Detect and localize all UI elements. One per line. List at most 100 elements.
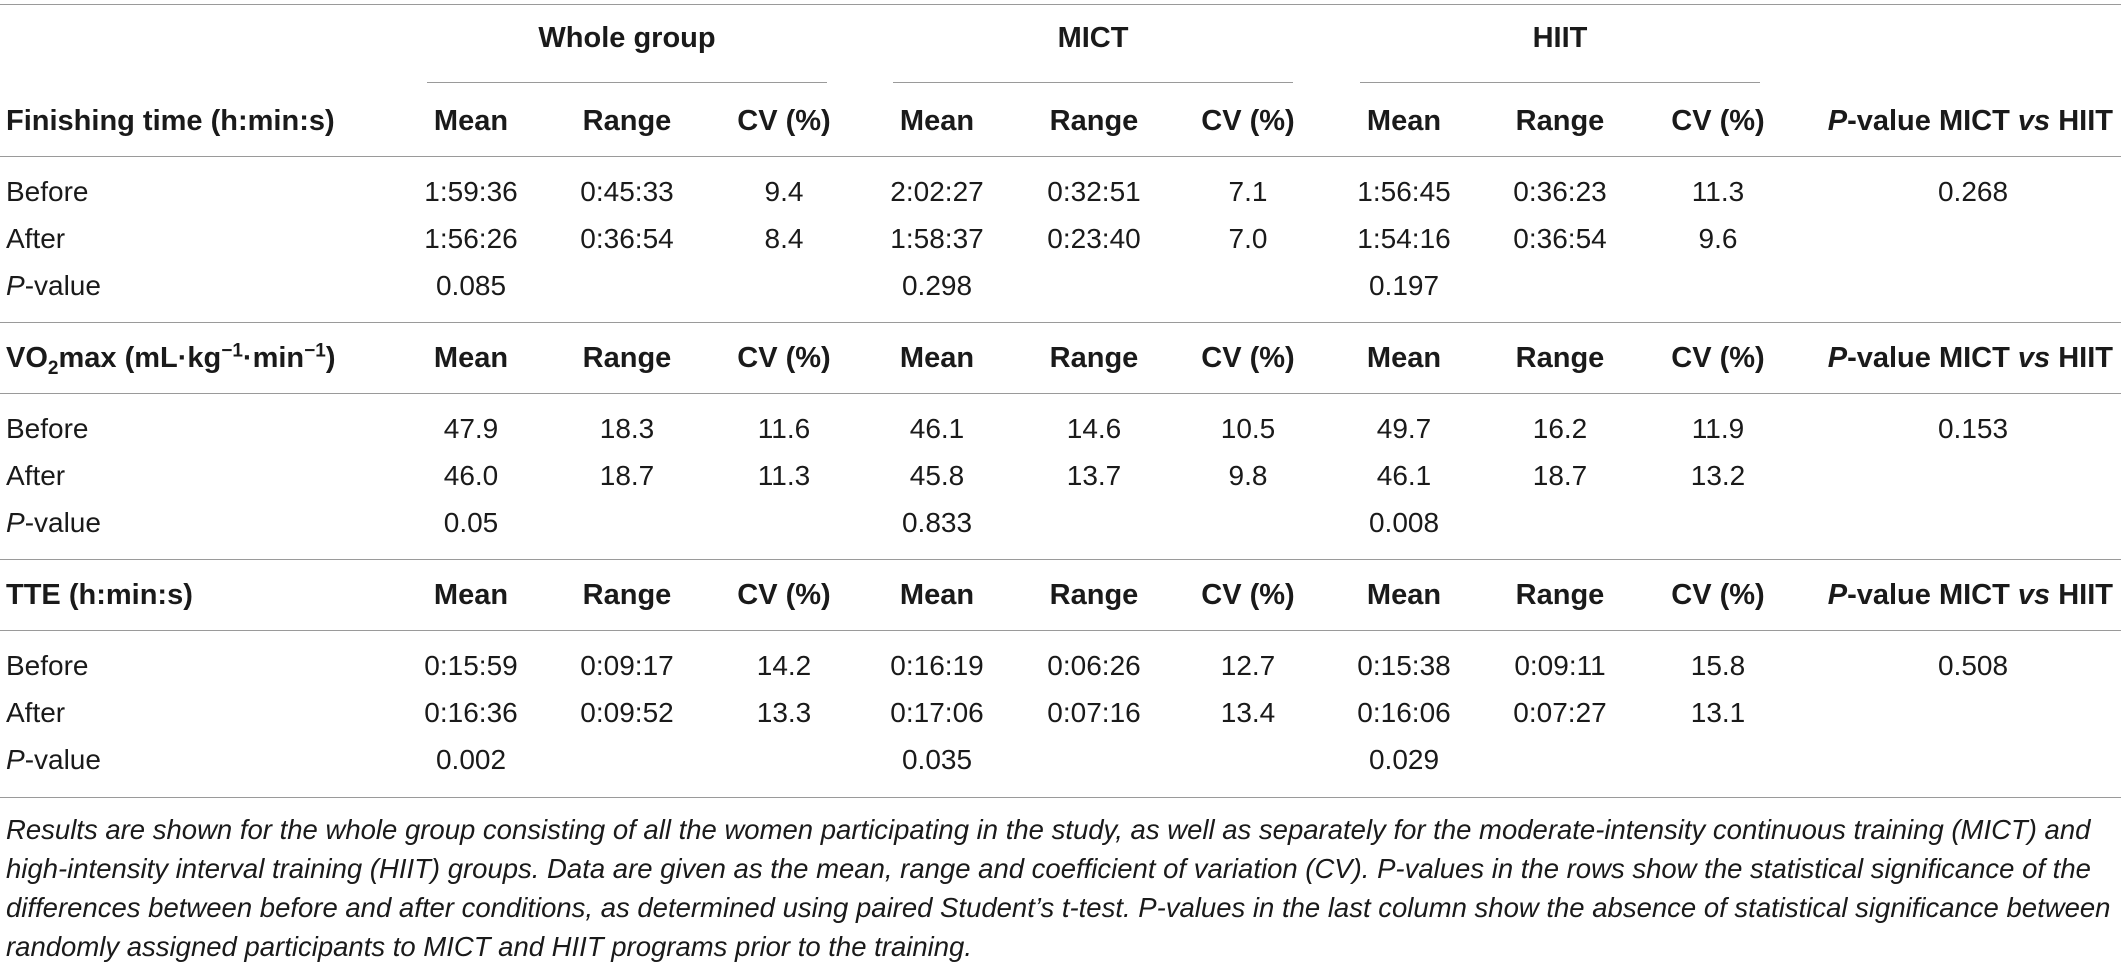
cell-after-hiit: 13.1 xyxy=(1690,697,1746,728)
cell-before-whole: 18.3 xyxy=(599,413,655,444)
cell-after-whole: 1:56:26 xyxy=(424,223,518,254)
header-rule xyxy=(0,393,2121,394)
cell-before-mict: 0:06:26 xyxy=(1047,650,1141,681)
cell-after-whole: 0:36:54 xyxy=(580,223,674,254)
cell-before-whole: 11.6 xyxy=(757,413,811,444)
cell-pvalue-hiit: 0.008 xyxy=(1368,507,1440,538)
cell-after-whole: 11.3 xyxy=(757,460,811,491)
cell-pvalue-mict: 0.298 xyxy=(901,270,973,301)
col-header-range: Range xyxy=(1515,579,1605,611)
cell-before-mict: 2:02:27 xyxy=(890,176,984,207)
row-label-after: After xyxy=(6,223,66,254)
row-label-pvalue: P-value xyxy=(6,269,101,303)
col-header-cv: CV (%) xyxy=(737,105,831,137)
col-header-range: Range xyxy=(1049,579,1139,611)
col-header-cv: CV (%) xyxy=(1671,105,1765,137)
cell-before-whole: 9.4 xyxy=(764,176,804,207)
col-header-cv: CV (%) xyxy=(1671,579,1765,611)
cell-pvalue-mict: 0.035 xyxy=(901,744,973,775)
p-header-end: HIIT xyxy=(2050,579,2113,611)
cell-p-mict-vs-hiit: 0.508 xyxy=(1937,650,2009,681)
col-header-range: Range xyxy=(1515,105,1605,137)
p-header-text: -value MICT xyxy=(1847,342,2018,374)
cell-before-mict: 12.7 xyxy=(1220,650,1276,681)
cell-after-hiit: 18.7 xyxy=(1532,460,1588,491)
col-header-mean: Mean xyxy=(899,579,975,611)
row-label-after: After xyxy=(6,460,66,491)
cell-before-mict: 10.5 xyxy=(1220,413,1276,444)
cell-before-hiit: 11.3 xyxy=(1691,176,1745,207)
col-header-pvalue-mict-vs-hiit: P-value MICT vs HIIT xyxy=(1828,578,2113,612)
cell-before-whole: 0:15:59 xyxy=(424,650,518,681)
section-title-part: VO xyxy=(6,342,48,374)
section-title-part: −1 xyxy=(221,340,243,362)
row-label-pvalue: P-value xyxy=(6,506,101,540)
section-title-part: ) xyxy=(325,342,336,374)
col-header-range: Range xyxy=(1515,342,1605,374)
cell-before-hiit: 0:15:38 xyxy=(1357,650,1451,681)
cell-before-mict: 0:16:19 xyxy=(890,650,984,681)
cell-after-mict: 13.7 xyxy=(1066,460,1122,491)
cell-after-hiit: 46.1 xyxy=(1376,460,1432,491)
cell-pvalue-whole: 0.085 xyxy=(435,270,507,301)
col-header-mean: Mean xyxy=(1366,105,1442,137)
cell-pvalue-hiit: 0.197 xyxy=(1368,270,1440,301)
cell-before-hiit: 0:36:23 xyxy=(1513,176,1607,207)
cell-after-hiit: 0:36:54 xyxy=(1513,223,1607,254)
col-header-range: Range xyxy=(582,342,672,374)
row-label-pvalue: P-value xyxy=(6,743,101,777)
cell-after-whole: 18.7 xyxy=(599,460,655,491)
section-title-part: −1 xyxy=(304,340,326,362)
section-title-part: 2 xyxy=(47,357,59,379)
col-header-mean: Mean xyxy=(899,105,975,137)
cell-after-hiit: 0:16:06 xyxy=(1357,697,1451,728)
cell-before-hiit: 15.8 xyxy=(1690,650,1746,681)
section-title-part: max (mL·kg xyxy=(58,342,222,374)
cell-pvalue-hiit: 0.029 xyxy=(1368,744,1440,775)
cell-p-mict-vs-hiit: 0.268 xyxy=(1937,176,2009,207)
col-header-range: Range xyxy=(582,105,672,137)
cell-after-mict: 13.4 xyxy=(1220,697,1276,728)
cell-pvalue-mict: 0.833 xyxy=(901,507,973,538)
section-title: VO2max (mL·kg−1·min−1) xyxy=(6,340,336,377)
cell-after-mict: 0:07:16 xyxy=(1047,697,1141,728)
p-italic: P xyxy=(1827,105,1848,137)
p-header-end: HIIT xyxy=(2050,342,2113,374)
group-rule-mict xyxy=(893,82,1293,83)
header-rule xyxy=(0,630,2121,631)
col-header-range: Range xyxy=(1049,105,1139,137)
cell-after-mict: 7.0 xyxy=(1228,223,1268,254)
cell-p-mict-vs-hiit: 0.153 xyxy=(1937,413,2009,444)
cell-after-hiit: 0:07:27 xyxy=(1513,697,1607,728)
cell-before-hiit: 16.2 xyxy=(1532,413,1588,444)
cell-after-whole: 46.0 xyxy=(443,460,499,491)
cell-before-hiit: 49.7 xyxy=(1376,413,1432,444)
col-header-mean: Mean xyxy=(433,579,509,611)
cell-after-mict: 0:23:40 xyxy=(1047,223,1141,254)
cell-before-mict: 14.6 xyxy=(1066,413,1122,444)
p-header-text: -value MICT xyxy=(1847,105,2018,137)
cell-before-hiit: 1:56:45 xyxy=(1357,176,1451,207)
pvalue-label-text: -value xyxy=(24,270,101,301)
cell-after-hiit: 1:54:16 xyxy=(1357,223,1451,254)
col-header-mean: Mean xyxy=(433,342,509,374)
pvalue-label-text: -value xyxy=(24,507,101,538)
cell-before-whole: 0:45:33 xyxy=(580,176,674,207)
cell-before-mict: 0:32:51 xyxy=(1047,176,1141,207)
cell-after-whole: 8.4 xyxy=(764,223,804,254)
cell-pvalue-whole: 0.002 xyxy=(435,744,507,775)
p-italic: P xyxy=(6,270,25,301)
col-header-mean: Mean xyxy=(1366,342,1442,374)
col-header-range: Range xyxy=(582,579,672,611)
p-header-end: HIIT xyxy=(2050,105,2113,137)
cell-pvalue-whole: 0.05 xyxy=(443,507,499,538)
group-rule-whole xyxy=(427,82,827,83)
row-label-after: After xyxy=(6,697,66,728)
cell-after-mict: 0:17:06 xyxy=(890,697,984,728)
group-header-hiit: HIIT xyxy=(1532,22,1588,54)
row-label-before: Before xyxy=(6,176,89,207)
row-label-before: Before xyxy=(6,413,89,444)
cell-before-whole: 1:59:36 xyxy=(424,176,518,207)
section-divider xyxy=(0,559,2121,560)
